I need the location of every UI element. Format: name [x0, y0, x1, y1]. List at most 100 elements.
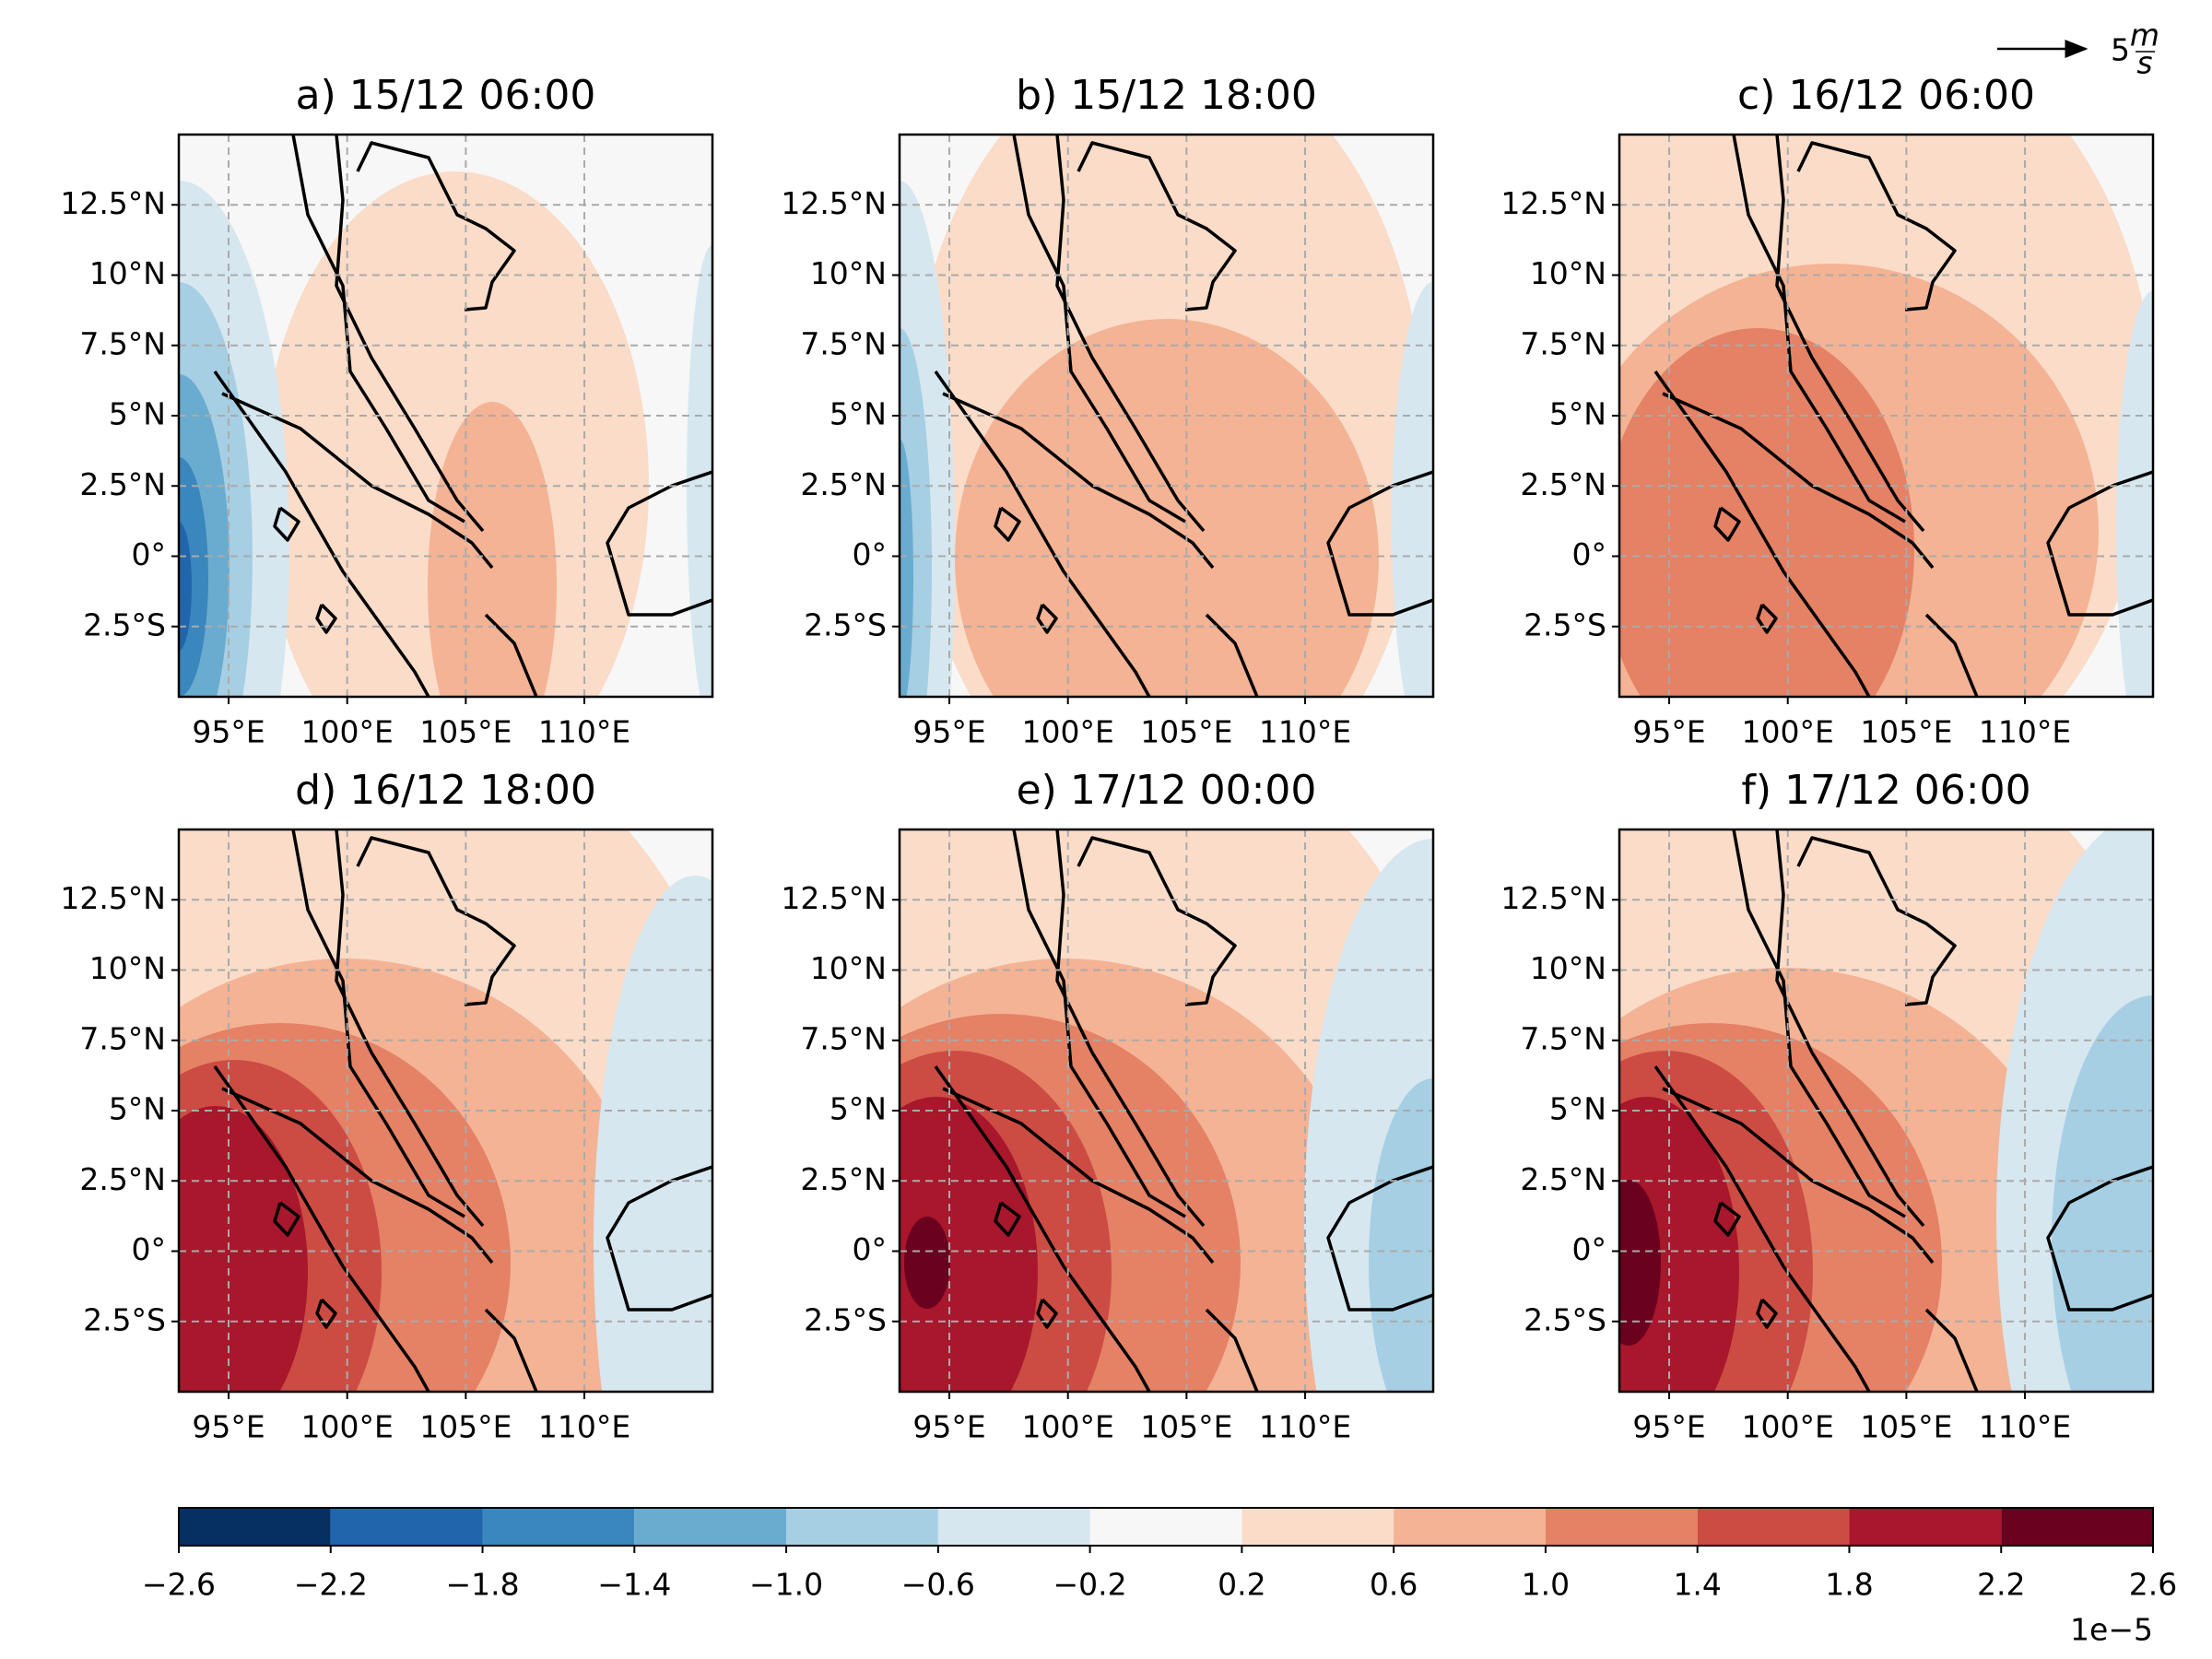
colorbar-cell: [1697, 1508, 1850, 1546]
map-area: [1619, 135, 2153, 697]
y-tick-label: 12.5°N: [781, 185, 887, 221]
y-tick-label: 5°N: [830, 396, 887, 432]
x-tick-label: 95°E: [912, 714, 985, 750]
x-tick-label: 95°E: [192, 714, 265, 750]
x-tick-label: 110°E: [1979, 1409, 2071, 1445]
y-tick-label: 0°: [853, 536, 888, 572]
panel-frame: [898, 133, 1435, 699]
colorbar-cell: [634, 1508, 787, 1546]
panel-frame: [1618, 828, 2155, 1394]
y-tick-label: 10°N: [810, 255, 887, 291]
colorbar-offset-label: 1e−5: [2070, 1612, 2153, 1648]
map-area: [179, 135, 712, 697]
y-tick-label: 0°: [1572, 1231, 1607, 1267]
panel-frame: [898, 828, 1435, 1394]
panel-title: a) 15/12 06:00: [296, 72, 596, 119]
y-tick-label: 2.5°N: [79, 466, 166, 502]
x-tick-label: 105°E: [1860, 714, 1952, 750]
map-area: [179, 830, 712, 1392]
colorbar-tick-label: −0.2: [1053, 1567, 1127, 1603]
colorbar-cell: [786, 1508, 938, 1546]
y-tick-label: 12.5°N: [60, 185, 166, 221]
y-tick-label: 2.5°N: [800, 466, 887, 502]
y-tick-label: 2.5°N: [800, 1161, 887, 1197]
y-tick-label: 5°N: [1549, 1091, 1606, 1127]
colorbar-cell: [1849, 1508, 2002, 1546]
colorbar-cell: [482, 1508, 635, 1546]
colorbar-tick-label: 1.8: [1825, 1567, 1873, 1603]
x-tick-label: 95°E: [1632, 1409, 1705, 1445]
colorbar-tick-label: 0.2: [1218, 1567, 1265, 1603]
x-tick-label: 95°E: [912, 1409, 985, 1445]
map-panel: 95°E 100°E 105°E 110°E 12.5°N 10°N 7.5°N 5°N 2.5…: [781, 767, 1435, 1445]
colorbar-cell: [2001, 1508, 2153, 1546]
colorbar-tick-label: −1.4: [597, 1567, 671, 1603]
y-tick-label: 2.5°N: [1520, 466, 1606, 502]
colorbar-tick-label: 2.2: [1977, 1567, 2025, 1603]
colorbar-cell: [1089, 1508, 1242, 1546]
x-tick-label: 105°E: [1860, 1409, 1952, 1445]
colorbar-tick-label: −1.0: [749, 1567, 823, 1603]
y-tick-label: 12.5°N: [60, 880, 166, 916]
x-tick-label: 100°E: [1022, 1409, 1114, 1445]
y-tick-label: 7.5°N: [800, 1020, 887, 1056]
y-tick-label: 5°N: [109, 1091, 166, 1127]
colorbar-tick-label: 1.0: [1522, 1567, 1570, 1603]
map-area: [900, 135, 1433, 697]
colorbar-tick-label: 1.4: [1673, 1567, 1721, 1603]
y-tick-label: 10°N: [1530, 255, 1606, 291]
quiver-key: 5 ms: [1997, 18, 2159, 81]
x-tick-label: 105°E: [1140, 1409, 1232, 1445]
colorbar-cell: [179, 1508, 331, 1546]
colorbar: −2.6 −2.2 −1.8 −1.4 −1.0 −0.6 −0.2 0.2 0.6 1.0 1.4…: [142, 1507, 2177, 1648]
colorbar-cell: [1545, 1508, 1698, 1546]
y-tick-label: 2.5°N: [79, 1161, 166, 1197]
x-tick-label: 105°E: [1140, 714, 1232, 750]
colorbar-tick-label: −2.6: [142, 1567, 216, 1603]
colorbar-cell: [1241, 1508, 1394, 1546]
colorbar-cell: [330, 1508, 483, 1546]
panel-title: e) 17/12 00:00: [1017, 767, 1317, 814]
x-tick-label: 105°E: [419, 1409, 512, 1445]
colorbar-tick-label: 0.6: [1370, 1567, 1418, 1603]
colorbar-frame: [178, 1507, 2154, 1547]
y-tick-label: 2.5°S: [804, 1301, 887, 1337]
y-tick-label: 10°N: [89, 950, 166, 986]
colorbar-cell: [937, 1508, 1090, 1546]
y-tick-label: 2.5°N: [1520, 1161, 1606, 1197]
map-panel: 95°E 100°E 105°E 110°E 12.5°N 10°N 7.5°N 5°N 2.5…: [1500, 72, 2155, 750]
quiver-key-value: 5: [2111, 32, 2130, 68]
y-tick-label: 5°N: [1549, 396, 1606, 432]
panel-frame: [1618, 133, 2155, 699]
x-tick-label: 100°E: [301, 714, 394, 750]
colorbar-tick-label: −1.8: [445, 1567, 519, 1603]
panel-frame: [177, 828, 714, 1394]
y-tick-label: 7.5°N: [1520, 325, 1606, 361]
y-tick-label: 12.5°N: [1500, 880, 1606, 916]
y-tick-label: 5°N: [109, 396, 166, 432]
y-tick-label: 7.5°N: [79, 325, 166, 361]
y-tick-label: 2.5°S: [1524, 1301, 1606, 1337]
panel-title: d) 16/12 18:00: [295, 767, 596, 814]
x-tick-label: 110°E: [538, 714, 630, 750]
x-tick-label: 110°E: [1259, 714, 1351, 750]
colorbar-tick-label: −2.2: [294, 1567, 368, 1603]
colorbar-cell: [1394, 1508, 1546, 1546]
y-tick-label: 2.5°S: [804, 606, 887, 642]
y-tick-label: 7.5°N: [79, 1020, 166, 1056]
y-tick-label: 0°: [853, 1231, 888, 1267]
map-area: [1619, 830, 2153, 1392]
y-tick-label: 0°: [132, 1231, 167, 1267]
x-tick-label: 100°E: [1742, 1409, 1834, 1445]
map-panel: 95°E 100°E 105°E 110°E 12.5°N 10°N 7.5°N 5°N 2.5…: [60, 72, 714, 750]
x-tick-label: 100°E: [1022, 714, 1114, 750]
x-tick-label: 110°E: [1259, 1409, 1351, 1445]
x-tick-label: 105°E: [419, 714, 512, 750]
y-tick-label: 12.5°N: [1500, 185, 1606, 221]
y-tick-label: 10°N: [1530, 950, 1606, 986]
x-tick-label: 100°E: [301, 1409, 394, 1445]
y-tick-label: 2.5°S: [83, 1301, 166, 1337]
y-tick-label: 7.5°N: [800, 325, 887, 361]
y-tick-label: 7.5°N: [1520, 1020, 1606, 1056]
